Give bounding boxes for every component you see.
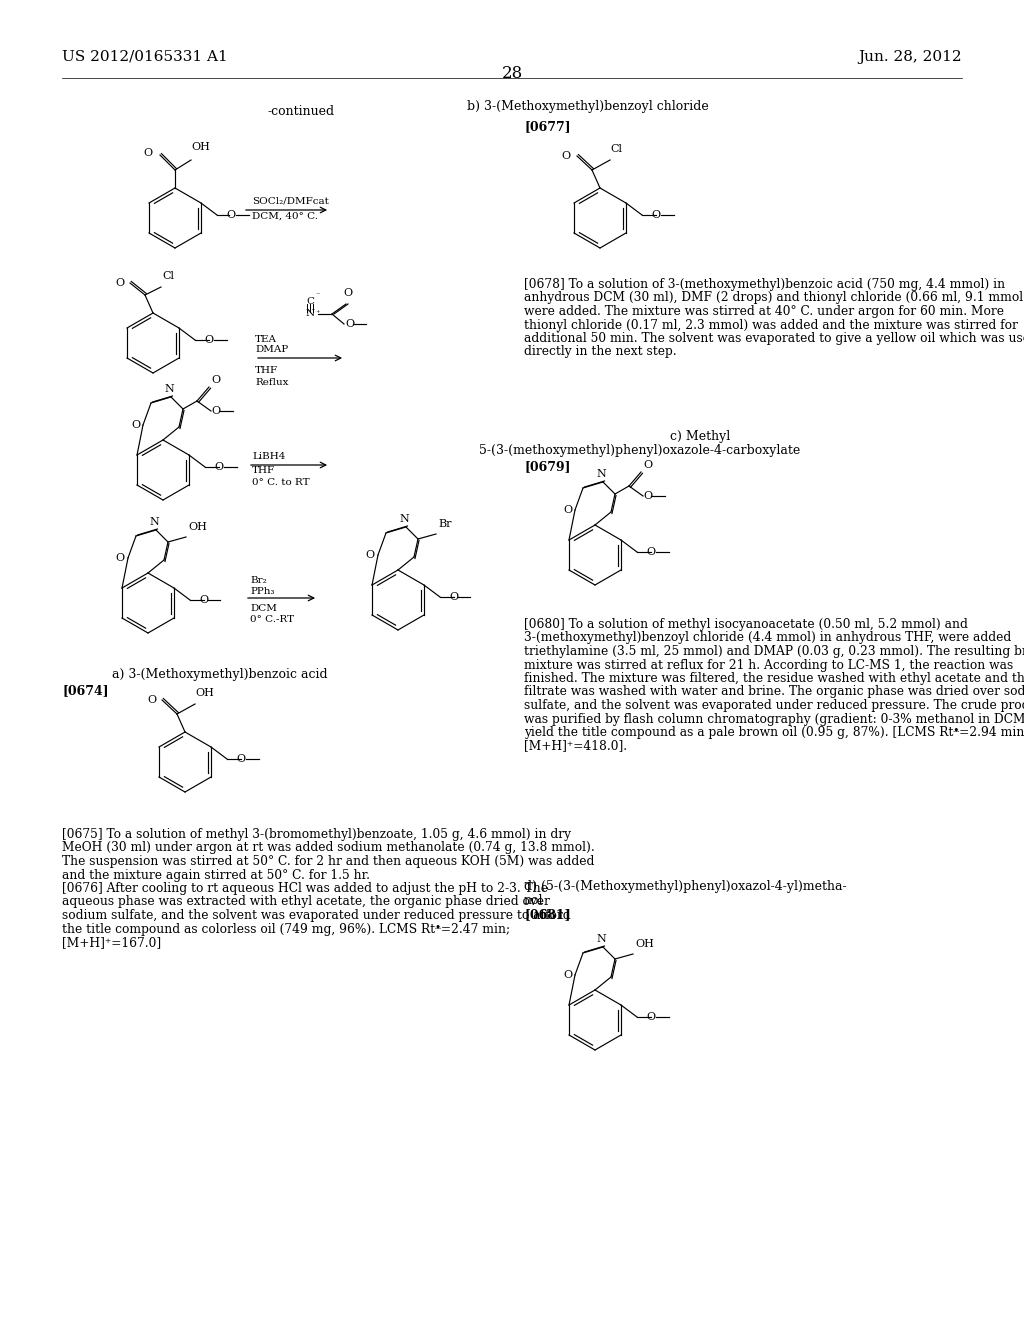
Text: O: O	[200, 595, 209, 605]
Text: O: O	[643, 491, 652, 502]
Text: mixture was stirred at reflux for 21 h. According to LC-MS 1, the reaction was: mixture was stirred at reflux for 21 h. …	[524, 659, 1014, 672]
Text: [M+H]⁺=167.0]: [M+H]⁺=167.0]	[62, 936, 161, 949]
Text: O: O	[646, 1012, 655, 1022]
Text: N: N	[305, 309, 314, 318]
Text: [0676] After cooling to rt aqueous HCl was added to adjust the pH to 2-3. The: [0676] After cooling to rt aqueous HCl w…	[62, 882, 548, 895]
Text: [0678] To a solution of 3-(methoxymethyl)benzoic acid (750 mg, 4.4 mmol) in: [0678] To a solution of 3-(methoxymethyl…	[524, 279, 1006, 290]
Text: N: N	[596, 935, 606, 944]
Text: b) 3-(Methoxymethyl)benzoyl chloride: b) 3-(Methoxymethyl)benzoyl chloride	[467, 100, 709, 114]
Text: O: O	[366, 550, 375, 560]
Text: THF: THF	[255, 366, 279, 375]
Text: nol: nol	[524, 894, 544, 907]
Text: O: O	[131, 420, 140, 430]
Text: DMAP: DMAP	[255, 345, 288, 354]
Text: the title compound as colorless oil (749 mg, 96%). LCMS Rtᵜ=2.47 min;: the title compound as colorless oil (749…	[62, 923, 510, 936]
Text: O: O	[343, 288, 352, 298]
Text: DCM, 40° C.: DCM, 40° C.	[252, 213, 318, 220]
Text: O: O	[651, 210, 660, 220]
Text: OH: OH	[195, 688, 214, 698]
Text: Reflux: Reflux	[255, 378, 289, 387]
Text: O: O	[214, 462, 223, 473]
Text: O: O	[115, 279, 124, 288]
Text: sulfate, and the solvent was evaporated under reduced pressure. The crude produc: sulfate, and the solvent was evaporated …	[524, 700, 1024, 711]
Text: O: O	[562, 150, 571, 161]
Text: LiBH4: LiBH4	[252, 451, 286, 461]
Text: N: N	[596, 469, 606, 479]
Text: [0674]: [0674]	[62, 684, 109, 697]
Text: O: O	[211, 375, 220, 385]
Text: PPh₃: PPh₃	[250, 587, 274, 597]
Text: OH: OH	[188, 521, 207, 532]
Text: O: O	[450, 591, 459, 602]
Text: SOCl₂/DMFcat: SOCl₂/DMFcat	[252, 197, 329, 206]
Text: O: O	[563, 506, 572, 515]
Text: [M+H]⁺=418.0].: [M+H]⁺=418.0].	[524, 739, 627, 752]
Text: triethylamine (3.5 ml, 25 mmol) and DMAP (0.03 g, 0.23 mmol). The resulting brow: triethylamine (3.5 ml, 25 mmol) and DMAP…	[524, 645, 1024, 657]
Text: [0681]: [0681]	[524, 908, 570, 921]
Text: ⁺: ⁺	[315, 310, 319, 318]
Text: O: O	[146, 696, 156, 705]
Text: O: O	[646, 546, 655, 557]
Text: N: N	[399, 513, 409, 524]
Text: Cl: Cl	[610, 144, 622, 154]
Text: [0679]: [0679]	[524, 459, 570, 473]
Text: 0° C. to RT: 0° C. to RT	[252, 478, 309, 487]
Text: MeOH (30 ml) under argon at rt was added sodium methanolate (0.74 g, 13.8 mmol).: MeOH (30 ml) under argon at rt was added…	[62, 842, 595, 854]
Text: The suspension was stirred at 50° C. for 2 hr and then aqueous KOH (5M) was adde: The suspension was stirred at 50° C. for…	[62, 855, 594, 869]
Text: yield the title compound as a pale brown oil (0.95 g, 87%). [LCMS Rtᵜ=2.94 min,: yield the title compound as a pale brown…	[524, 726, 1024, 739]
Text: 28: 28	[502, 65, 522, 82]
Text: Jun. 28, 2012: Jun. 28, 2012	[858, 50, 962, 63]
Text: N: N	[164, 384, 174, 393]
Text: 0° C.-RT: 0° C.-RT	[250, 615, 294, 624]
Text: TEA: TEA	[255, 335, 278, 345]
Text: a) 3-(Methoxymethyl)benzoic acid: a) 3-(Methoxymethyl)benzoic acid	[113, 668, 328, 681]
Text: [0675] To a solution of methyl 3-(bromomethyl)benzoate, 1.05 g, 4.6 mmol) in dry: [0675] To a solution of methyl 3-(bromom…	[62, 828, 571, 841]
Text: and the mixture again stirred at 50° C. for 1.5 hr.: and the mixture again stirred at 50° C. …	[62, 869, 370, 882]
Text: finished. The mixture was filtered, the residue washed with ethyl acetate and th: finished. The mixture was filtered, the …	[524, 672, 1024, 685]
Text: THF: THF	[252, 466, 275, 475]
Text: was purified by flash column chromatography (gradient: 0-3% methanol in DCM) to: was purified by flash column chromatogra…	[524, 713, 1024, 726]
Text: US 2012/0165331 A1: US 2012/0165331 A1	[62, 50, 227, 63]
Text: [0680] To a solution of methyl isocyanoacetate (0.50 ml, 5.2 mmol) and: [0680] To a solution of methyl isocyanoa…	[524, 618, 968, 631]
Text: d) (5-(3-(Methoxymethyl)phenyl)oxazol-4-yl)metha-: d) (5-(3-(Methoxymethyl)phenyl)oxazol-4-…	[524, 880, 847, 894]
Text: directly in the next step.: directly in the next step.	[524, 346, 677, 359]
Text: anhydrous DCM (30 ml), DMF (2 drops) and thionyl chloride (0.66 ml, 9.1 mmol): anhydrous DCM (30 ml), DMF (2 drops) and…	[524, 292, 1024, 305]
Text: O: O	[643, 459, 652, 470]
Text: O: O	[205, 335, 214, 345]
Text: 3-(methoxymethyl)benzoyl chloride (4.4 mmol) in anhydrous THF, were added: 3-(methoxymethyl)benzoyl chloride (4.4 m…	[524, 631, 1012, 644]
Text: O: O	[226, 210, 236, 220]
Text: additional 50 min. The solvent was evaporated to give a yellow oil which was use: additional 50 min. The solvent was evapo…	[524, 333, 1024, 345]
Text: c) Methyl: c) Methyl	[670, 430, 730, 444]
Text: N: N	[150, 517, 159, 527]
Text: DCM: DCM	[250, 605, 276, 612]
Text: [0677]: [0677]	[524, 120, 570, 133]
Text: -continued: -continued	[268, 106, 335, 117]
Text: Br: Br	[438, 519, 452, 529]
Text: O: O	[116, 553, 125, 564]
Text: thionyl chloride (0.17 ml, 2.3 mmol) was added and the mixture was stirred for: thionyl chloride (0.17 ml, 2.3 mmol) was…	[524, 318, 1018, 331]
Text: O: O	[563, 970, 572, 979]
Text: 5-(3-(methoxymethyl)phenyl)oxazole-4-carboxylate: 5-(3-(methoxymethyl)phenyl)oxazole-4-car…	[479, 444, 801, 457]
Text: C: C	[306, 297, 314, 306]
Text: aqueous phase was extracted with ethyl acetate, the organic phase dried over: aqueous phase was extracted with ethyl a…	[62, 895, 550, 908]
Text: OH: OH	[635, 939, 654, 949]
Text: ⁻: ⁻	[315, 292, 319, 300]
Text: were added. The mixture was stirred at 40° C. under argon for 60 min. More: were added. The mixture was stirred at 4…	[524, 305, 1004, 318]
Text: O: O	[345, 319, 354, 329]
Text: filtrate was washed with water and brine. The organic phase was dried over sodiu: filtrate was washed with water and brine…	[524, 685, 1024, 698]
Text: O: O	[211, 407, 220, 416]
Text: Br₂: Br₂	[250, 576, 266, 585]
Text: sodium sulfate, and the solvent was evaporated under reduced pressure to afford: sodium sulfate, and the solvent was evap…	[62, 909, 570, 921]
Text: Cl: Cl	[162, 271, 174, 281]
Text: O: O	[237, 754, 246, 764]
Text: OH: OH	[191, 143, 210, 152]
Text: O: O	[143, 148, 152, 158]
